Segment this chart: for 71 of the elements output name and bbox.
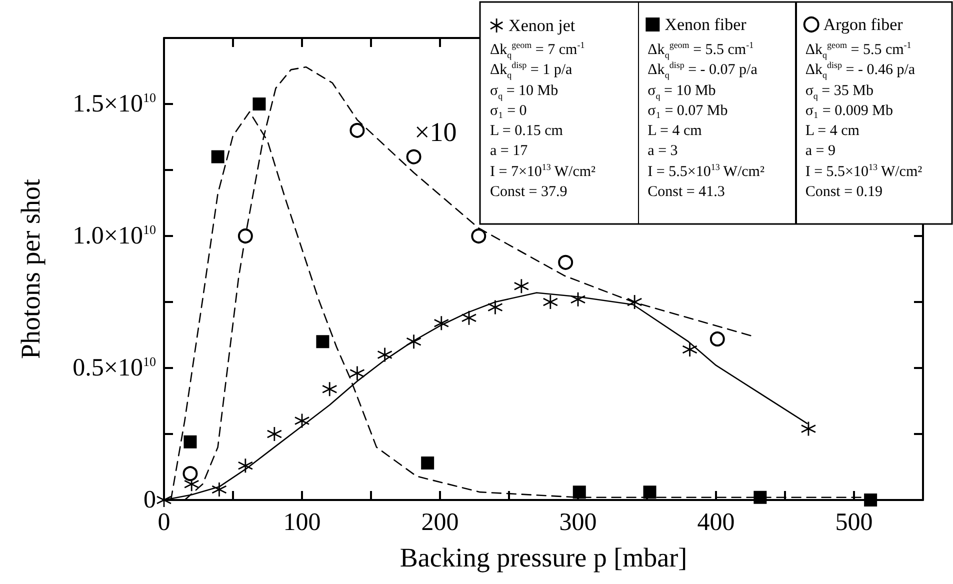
- annotation: Δk$_{q}$$^{disp}$ = - 0.07 p/a: [648, 60, 758, 81]
- point: [266, 426, 282, 442]
- point: [643, 486, 656, 499]
- point: [212, 482, 227, 498]
- y-tick-label: 1.0×10$^{10}$: [72, 222, 156, 250]
- legend-label: Xenon fiber: [664, 15, 747, 34]
- y-axis-title: Photons per shot: [16, 178, 46, 360]
- point: [421, 456, 434, 470]
- annotation: L = 0.15 cm: [490, 122, 564, 142]
- point: [434, 315, 450, 331]
- point: [542, 294, 558, 310]
- x-tick-label: 400: [697, 509, 735, 536]
- y-tick-label: 0: [144, 486, 156, 514]
- y-tick-label: 0.5×10$^{10}$: [72, 354, 156, 382]
- annotation: I = 5.5×10$^{13}$ W/cm²: [648, 162, 764, 182]
- point: [350, 366, 365, 381]
- point: [238, 228, 253, 244]
- point: [626, 294, 642, 310]
- point: [252, 98, 266, 110]
- y-tick-label: 1.5×10$^{10}$: [72, 90, 156, 118]
- x-tick-label: 300: [559, 509, 597, 536]
- point: [294, 413, 310, 428]
- point: [211, 150, 224, 164]
- point: [377, 347, 392, 362]
- point: [461, 310, 477, 326]
- point: [406, 334, 422, 350]
- point: [514, 278, 530, 294]
- annotation: I = 5.5×10$^{13}$ W/cm²: [805, 162, 922, 182]
- annotation: Const = 41.3: [648, 183, 726, 202]
- annotation: σ$_{q}$ = 35 Mb: [805, 82, 874, 101]
- point: [864, 494, 878, 506]
- x-axis-title: Backing pressure p [mbar]: [400, 542, 688, 572]
- annotation: Δk$_{q}$$^{disp}$ = - 0.46 p/a: [805, 60, 916, 81]
- annotation: σ$_{q}$ = 10 Mb: [490, 82, 560, 101]
- point: [316, 335, 330, 348]
- point: [488, 300, 503, 315]
- annotation: a = 17: [490, 142, 529, 162]
- point: [238, 458, 254, 474]
- point: [710, 331, 725, 346]
- annotation: σ$_{q}$ = 10 Mb: [648, 82, 717, 101]
- annotation: σ₁ = 0.07 Mb: [648, 102, 729, 121]
- point: [570, 292, 586, 308]
- point: [184, 435, 197, 448]
- annotation: Δk$_{q}$$^{geom}$ = 5.5 cm$^{-1}$: [648, 40, 755, 60]
- annotation: Const = 0.19: [805, 183, 884, 202]
- point: [406, 149, 422, 164]
- point: [682, 342, 698, 358]
- x-tick-label: 500: [835, 509, 873, 536]
- point: [182, 466, 198, 482]
- point: [558, 254, 574, 270]
- point: [471, 228, 486, 244]
- x-tick-label: 100: [283, 509, 321, 536]
- annotation: σ₁ = 0.009 Mb: [805, 102, 894, 121]
- annotation: L = 4 cm: [648, 122, 703, 142]
- annotation: a = 9: [805, 142, 836, 162]
- annotation: L = 4 cm: [805, 122, 860, 142]
- annotation: Δk$_{q}$$^{disp}$ = 1 p/a: [490, 60, 574, 81]
- x-tick-label: 200: [421, 509, 459, 536]
- annotation: ×10: [414, 116, 457, 148]
- point: [572, 486, 586, 499]
- annotation: Δk$_{q}$$^{geom}$ = 7 cm$^{-1}$: [490, 40, 586, 60]
- legend-label: Xenon jet: [508, 16, 576, 35]
- annotation: Δk$_{q}$$^{geom}$ = 5.5 cm$^{-1}$: [805, 40, 912, 60]
- legend-label: Argon fiber: [823, 15, 904, 34]
- annotation: a = 3: [648, 142, 679, 162]
- annotation: σ₁ = 0: [490, 102, 528, 121]
- annotation: I = 7×10$^{13}$ W/cm²: [490, 162, 596, 182]
- point: [350, 122, 365, 138]
- point: [322, 381, 338, 397]
- annotation: Const = 37.9: [490, 183, 568, 202]
- point: [754, 490, 767, 504]
